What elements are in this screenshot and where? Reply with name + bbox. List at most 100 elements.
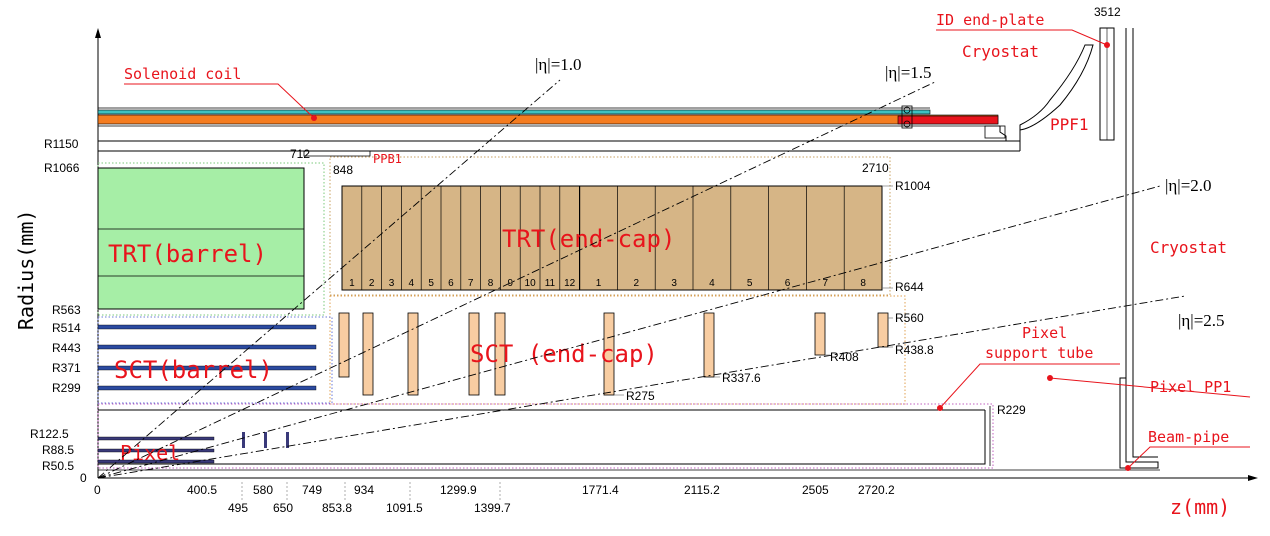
dim-r275: R275 [626, 389, 655, 403]
solenoid-assembly [97, 44, 1094, 157]
flange [901, 105, 913, 129]
sct-disk-8 [814, 312, 826, 356]
trt-wheel-number: 6 [785, 278, 791, 289]
pixel-label: Pixel [120, 441, 180, 465]
trt-endcap-box [341, 185, 883, 291]
r-tick-299: R299 [52, 381, 81, 395]
cryostat-top-label: Cryostat [962, 42, 1039, 61]
eta-2-0-label: |η|=2.0 [1165, 176, 1212, 195]
r-tick-1150: R1150 [44, 137, 79, 151]
ppf1-red-bar [897, 115, 999, 125]
z-tick-0: 0 [94, 483, 101, 497]
pixel-pp1-leader [1049, 377, 1251, 398]
trt-wheel-number: 9 [508, 278, 514, 289]
sct-barrel: SCT(barrel) [97, 324, 317, 391]
pixel-support-label-line2: support tube [985, 344, 1093, 362]
eta-1-5-label: |η|=1.5 [885, 63, 932, 82]
trt-wheel-number: 6 [448, 278, 454, 289]
r-tick-122-5: R122.5 [30, 427, 69, 441]
dim-r229: R229 [997, 403, 1026, 417]
sct-barrel-label: SCT(barrel) [114, 356, 273, 384]
r-tick-88-5: R88.5 [42, 443, 74, 457]
z-tick-1091-5: 1091.5 [386, 501, 423, 515]
beam-pipe-leader [1127, 446, 1250, 469]
dim-r337-6: R337.6 [722, 371, 761, 385]
z-tick-1399-7: 1399.7 [474, 501, 511, 515]
sct-disk-3 [407, 312, 419, 396]
dim-848: 848 [333, 163, 353, 177]
trt-wheel-number: 8 [488, 278, 494, 289]
z-tick-1771-4: 1771.4 [582, 483, 619, 497]
r-axis-arrow [95, 28, 101, 38]
r-tick-443: R443 [52, 341, 81, 355]
solenoid-coil-bar [97, 114, 999, 125]
eta-2-5-label: |η|=2.5 [1178, 311, 1225, 330]
beam-pipe-label: Beam-pipe [1148, 428, 1229, 446]
trt-barrel-box [97, 167, 305, 310]
sct-disk-4 [468, 312, 480, 396]
dim-3512: 3512 [1094, 5, 1121, 19]
z-tick-934: 934 [354, 483, 374, 497]
solenoid-leader [124, 83, 315, 119]
annotations: Solenoid coil ID end-plate Cryostat PPF1… [124, 11, 1251, 471]
trt-wheel-number: 11 [545, 278, 556, 289]
trt-wheel-number: 2 [369, 278, 375, 289]
trt-wheel-number: 12 [564, 278, 576, 289]
right-cryostat-wall [1119, 28, 1159, 469]
solenoid-teal-strip [97, 109, 931, 115]
trt-endcap-label: TRT(end-cap) [502, 225, 675, 253]
r-tick-371: R371 [52, 361, 81, 375]
z-tick-1299-9: 1299.9 [440, 483, 477, 497]
r-tick-0: 0 [80, 471, 87, 485]
pixel-support-tube [98, 410, 986, 465]
sct-disk-9 [877, 312, 889, 348]
trt-wheel-number: 7 [823, 278, 829, 289]
z-tick-853-8: 853.8 [322, 501, 352, 515]
dim-2710: 2710 [862, 161, 889, 175]
z-tick-2720-2: 2720.2 [858, 483, 895, 497]
eta-lines [97, 79, 1186, 479]
dimension-labels: 3512 712 848 2710 R1004 R644 R560 R438.8… [290, 5, 1121, 417]
trt-wheel-number: 4 [409, 278, 415, 289]
r-tick-514: R514 [52, 321, 81, 335]
sct-disk-5 [494, 312, 506, 396]
z-axis-arrow [1248, 475, 1258, 481]
sct-disk-1 [338, 312, 350, 378]
trt-wheel-number: 8 [860, 278, 866, 289]
z-tick-2115-2: 2115.2 [684, 483, 720, 497]
z-tick-650: 650 [273, 501, 293, 515]
sct-layer-299 [97, 385, 317, 391]
dim-r438-8: R438.8 [895, 343, 934, 357]
sct-endcap-disks [338, 312, 889, 396]
trt-barrel: TRT(barrel) [97, 167, 305, 310]
r-tick-50-5: R50.5 [42, 459, 74, 473]
z-tick-580: 580 [253, 483, 273, 497]
z-tick-labels: 0 400.5 580 749 934 1299.9 1771.4 2115.2… [94, 482, 895, 515]
ppb1-label: PPB1 [373, 152, 402, 166]
r-tick-563: R563 [52, 303, 81, 317]
id-end-plate-label: ID end-plate [936, 11, 1044, 29]
sct-endcap-label: SCT (end-cap) [470, 340, 658, 368]
eta-1-5-line [97, 81, 936, 479]
dim-r644: R644 [895, 280, 924, 294]
pixel-pp1-label: Pixel PP1 [1150, 378, 1231, 396]
z-tick-400-5: 400.5 [187, 483, 217, 497]
x-axis-label: z(mm) [1170, 495, 1230, 519]
dim-r408: R408 [830, 350, 859, 364]
solenoid-coil-label: Solenoid coil [124, 65, 241, 83]
sct-layer-514 [97, 324, 317, 330]
sct-disk-7 [703, 312, 715, 378]
trt-wheel-number: 5 [747, 278, 753, 289]
trt-wheel-number: 1 [596, 278, 602, 289]
dim-r560: R560 [895, 311, 924, 325]
end-plate-leader [936, 29, 1108, 46]
axes: Radius(mm) z(mm) [14, 28, 1258, 519]
sct-disk-2 [362, 312, 374, 396]
pixel-support-label-line1: Pixel [1022, 324, 1067, 342]
eta-1-0-line [97, 79, 561, 479]
sct-layer-443 [97, 344, 317, 350]
trt-wheel-number: 5 [428, 278, 434, 289]
